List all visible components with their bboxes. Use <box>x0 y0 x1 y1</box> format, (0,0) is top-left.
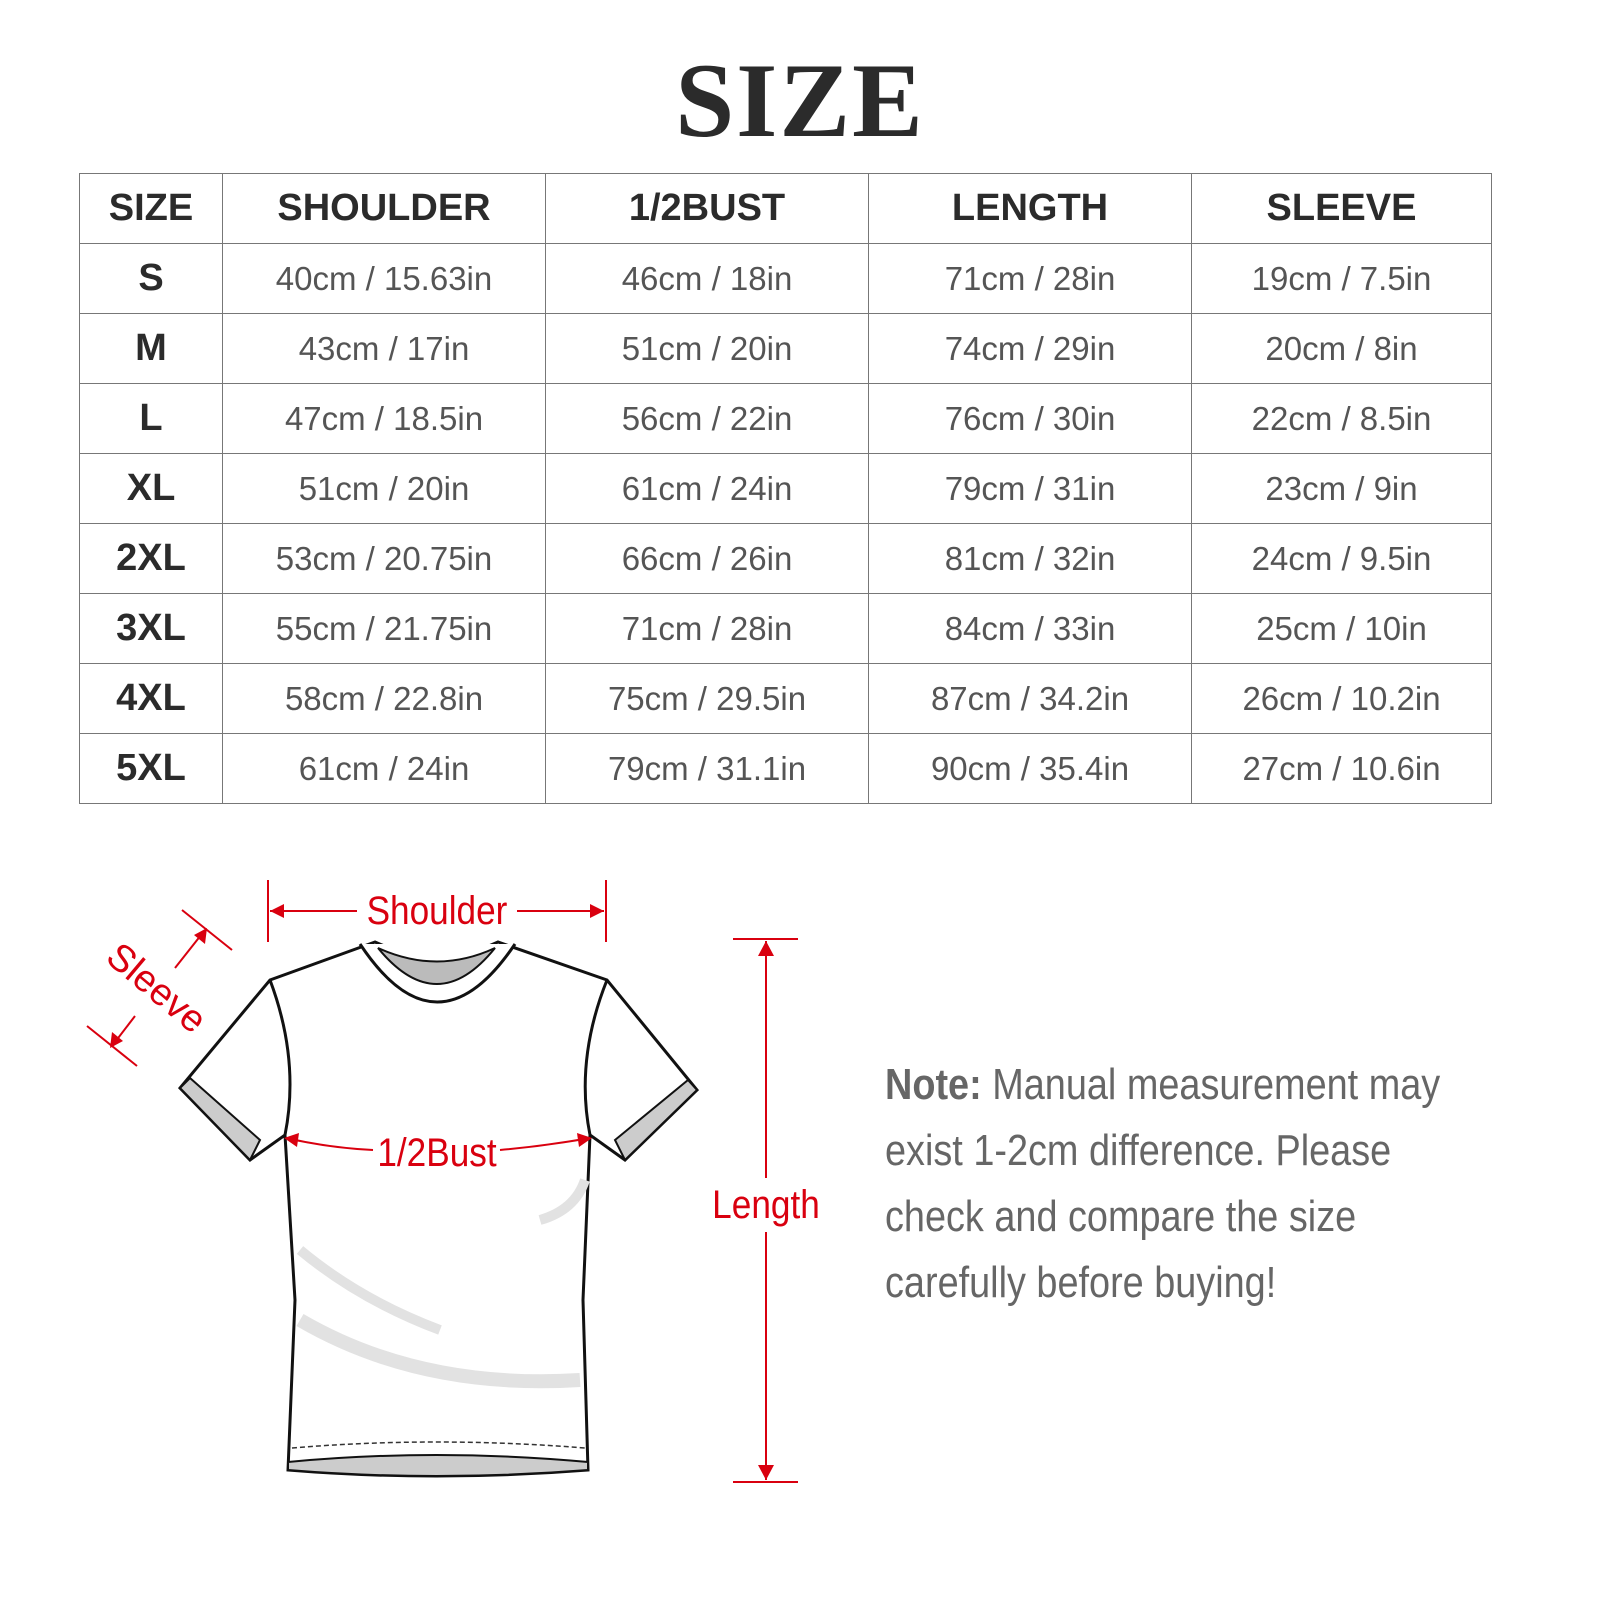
measurement-cell: 19cm / 7.5in <box>1191 243 1492 314</box>
measurement-cell: 22cm / 8.5in <box>1191 383 1492 454</box>
shoulder-label: Shoulder <box>367 888 508 933</box>
measurement-cell: 56cm / 22in <box>545 383 869 454</box>
page-title: SIZE <box>675 42 925 159</box>
measurement-cell: 81cm / 32in <box>868 523 1192 594</box>
length-measure: Length <box>712 938 820 1483</box>
size-cell: M <box>79 313 223 384</box>
measurement-cell: 51cm / 20in <box>222 453 546 524</box>
table-row: XL 51cm / 20in 61cm / 24in 79cm / 31in 23cm … <box>79 453 1492 524</box>
measurement-cell: 40cm / 15.63in <box>222 243 546 314</box>
measurement-cell: 75cm / 29.5in <box>545 663 869 734</box>
size-cell: XL <box>79 453 223 524</box>
measurement-cell: 71cm / 28in <box>868 243 1192 314</box>
table-row: 5XL 61cm / 24in 79cm / 31.1in 90cm / 35.4in… <box>79 733 1492 804</box>
measurement-cell: 43cm / 17in <box>222 313 546 384</box>
measurement-cell: 46cm / 18in <box>545 243 869 314</box>
measurement-cell: 66cm / 26in <box>545 523 869 594</box>
column-header: 1/2BUST <box>545 173 869 244</box>
sleeve-measure: Sleeve <box>86 909 233 1067</box>
measurement-cell: 55cm / 21.75in <box>222 593 546 664</box>
size-cell: 4XL <box>79 663 223 734</box>
column-header: SHOULDER <box>222 173 546 244</box>
note-line: exist 1-2cm difference. Please <box>885 1126 1392 1175</box>
table-row: 2XL 53cm / 20.75in 66cm / 26in 81cm / 32in 2… <box>79 523 1492 594</box>
note-line: check and compare the size <box>885 1192 1357 1241</box>
note-line: carefully before buying! <box>885 1258 1277 1307</box>
measurement-cell: 90cm / 35.4in <box>868 733 1192 804</box>
measurement-cell: 71cm / 28in <box>545 593 869 664</box>
table-header-row: SIZE SHOULDER 1/2BUST LENGTH SLEEVE <box>79 173 1492 244</box>
size-cell: 2XL <box>79 523 223 594</box>
note-label: Note: <box>885 1060 982 1109</box>
measurement-cell: 20cm / 8in <box>1191 313 1492 384</box>
bust-measure: 1/2Bust <box>284 1130 592 1175</box>
measurement-cell: 23cm / 9in <box>1191 453 1492 524</box>
measurement-cell: 58cm / 22.8in <box>222 663 546 734</box>
measurement-cell: 79cm / 31in <box>868 453 1192 524</box>
measurement-cell: 25cm / 10in <box>1191 593 1492 664</box>
measurement-cell: 24cm / 9.5in <box>1191 523 1492 594</box>
table-row: S 40cm / 15.63in 46cm / 18in 71cm / 28in 19c… <box>79 243 1492 314</box>
bust-label: 1/2Bust <box>377 1130 497 1175</box>
note-line: Manual measurement may <box>981 1060 1441 1109</box>
size-cell: L <box>79 383 223 454</box>
measurement-cell: 79cm / 31.1in <box>545 733 869 804</box>
measurement-cell: 61cm / 24in <box>545 453 869 524</box>
table-row: M 43cm / 17in 51cm / 20in 74cm / 29in 20cm /… <box>79 313 1492 384</box>
length-label: Length <box>712 1182 820 1227</box>
table-row: 4XL 58cm / 22.8in 75cm / 29.5in 87cm / 34.2… <box>79 663 1492 734</box>
size-cell: S <box>79 243 223 314</box>
table-row: L 47cm / 18.5in 56cm / 22in 76cm / 30in 22cm… <box>79 383 1492 454</box>
size-cell: 3XL <box>79 593 223 664</box>
measurement-cell: 53cm / 20.75in <box>222 523 546 594</box>
size-table: SIZE SHOULDER 1/2BUST LENGTH SLEEVE S 40cm / … <box>79 173 1492 804</box>
measurement-cell: 47cm / 18.5in <box>222 383 546 454</box>
measurement-cell: 74cm / 29in <box>868 313 1192 384</box>
size-cell: 5XL <box>79 733 223 804</box>
measurement-cell: 76cm / 30in <box>868 383 1192 454</box>
column-header: SLEEVE <box>1191 173 1492 244</box>
column-header: LENGTH <box>868 173 1192 244</box>
tshirt-diagram: Shoulder Sleeve 1/2Bust Length <box>86 880 820 1483</box>
measurement-cell: 84cm / 33in <box>868 593 1192 664</box>
measurement-cell: 26cm / 10.2in <box>1191 663 1492 734</box>
measurement-note: Note: Manual measurement may exist 1-2cm… <box>885 1052 1440 1316</box>
measurement-cell: 51cm / 20in <box>545 313 869 384</box>
sleeve-label: Sleeve <box>98 935 214 1042</box>
measurement-cell: 61cm / 24in <box>222 733 546 804</box>
measurement-cell: 87cm / 34.2in <box>868 663 1192 734</box>
table-row: 3XL 55cm / 21.75in 71cm / 28in 84cm / 33in 2… <box>79 593 1492 664</box>
measurement-cell: 27cm / 10.6in <box>1191 733 1492 804</box>
tshirt-illustration <box>177 940 700 1478</box>
shoulder-measure: Shoulder <box>267 880 607 942</box>
column-header: SIZE <box>79 173 223 244</box>
